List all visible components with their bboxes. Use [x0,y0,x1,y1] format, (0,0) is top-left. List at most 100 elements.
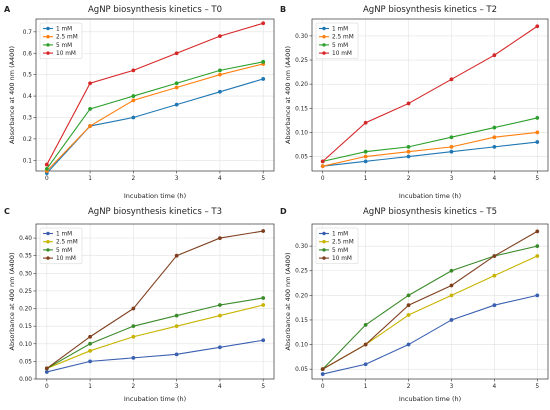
x-axis-label: Incubation time (h) [399,395,461,403]
data-point [88,81,92,86]
data-point [406,101,411,106]
data-point [261,229,266,233]
y-tick-label: 0.00 [19,377,32,383]
x-tick-label: 1 [88,176,92,182]
x-axis-label: Incubation time (h) [124,192,186,200]
data-point [261,77,266,81]
legend-label: 1 mM [56,27,72,33]
chart-panel-a: A AgNP biosynthesis kinetics – T0 0.1 0.2 0.… [4,5,275,200]
data-point [406,342,411,347]
x-tick-label: 3 [450,384,454,390]
data-point [535,244,540,249]
data-point [492,254,497,258]
legend-label: 10 mM [56,51,76,57]
legend-label: 10 mM [332,51,352,57]
series-line [322,131,538,167]
data-point [88,334,92,339]
data-point [88,341,92,346]
chart-panel-c: C AgNP biosynthesis kinetics – T3 0.00 0.05… [4,207,275,403]
series-1-mm [320,293,540,376]
legend-swatch-marker [46,26,50,31]
legend-label: 5 mM [332,43,348,49]
y-tick-label: 0.4 [23,94,33,100]
series-line [322,117,538,162]
legend-label: 2.5 mM [56,240,78,246]
legend-swatch-marker [46,256,50,260]
data-point [406,313,411,317]
data-point [218,72,222,77]
series-line [46,339,264,373]
x-tick-label: 0 [321,176,325,182]
series-line [322,141,538,167]
legend-swatch-marker [322,240,326,244]
data-point [492,135,497,140]
y-tick-label: 0.20 [295,293,308,299]
data-point [535,293,540,298]
chart-title: AgNP biosynthesis kinetics – T0 [88,5,222,15]
legend-label: 1 mM [332,232,348,238]
x-tick-label: 1 [364,384,368,390]
legend-label: 10 mM [56,256,76,262]
legend-label: 10 mM [332,256,352,262]
series-2-5-mm [44,303,266,371]
data-point [131,324,136,329]
data-point [492,303,497,308]
y-tick-label: 0.2 [23,137,33,143]
y-tick-label: 0.1 [23,158,33,164]
legend: 1 mM 2.5 mM 5 mM 10 mM [315,227,359,265]
series-line [46,22,264,165]
x-tick-label: 1 [88,384,92,390]
data-point [174,102,179,107]
legend-swatch-marker [322,231,326,236]
series-line [46,78,264,174]
data-point [174,81,179,86]
y-tick-label: 0.6 [23,51,33,57]
legend-swatch-marker [46,240,50,244]
y-tick-label: 0.20 [19,307,32,313]
x-axis-label: Incubation time (h) [124,395,186,403]
data-point [492,125,497,130]
y-tick-label: 0.30 [19,271,32,277]
series-line [322,294,538,375]
x-axis-label: Incubation time (h) [399,192,461,200]
y-tick-label: 0.10 [295,130,308,136]
data-point [363,154,368,159]
data-point [363,120,368,125]
x-tick-label: 0 [45,176,49,182]
data-point [88,359,92,364]
panel-letter: C [4,207,10,216]
data-point [449,149,454,154]
series-line [46,61,264,170]
data-point [174,352,179,357]
data-point [449,318,454,322]
legend: 1 mM 2.5 mM 5 mM 10 mM [39,227,83,265]
legend-swatch-marker [322,256,326,260]
x-tick-label: 5 [261,384,265,390]
series-line [46,304,264,369]
series-line [322,230,538,370]
data-point [406,154,411,159]
chart-title: AgNP biosynthesis kinetics – T3 [88,207,222,217]
y-tick-label: 0.3 [23,115,33,121]
x-tick-label: 4 [218,176,222,182]
chart-panel-b: B AgNP biosynthesis kinetics – T2 0.05 0.10… [280,5,549,200]
y-tick-label: 0.30 [295,34,308,40]
data-point [174,324,179,329]
legend-label: 2.5 mM [332,35,354,41]
plot-frame [311,223,549,380]
x-tick-label: 2 [407,176,411,182]
chart-title: AgNP biosynthesis kinetics – T5 [363,207,497,217]
legend: 1 mM 2.5 mM 5 mM 10 mM [39,22,83,60]
series-2-5-mm [320,254,540,372]
legend-swatch-marker [46,35,50,39]
legend-swatch-marker [322,26,326,31]
panel-letter: A [4,5,11,14]
data-point [131,355,136,360]
series-line [46,297,264,369]
x-tick-label: 5 [535,176,539,182]
data-point [320,367,325,372]
y-tick-label: 0.10 [19,342,32,348]
x-tick-label: 3 [175,384,179,390]
legend-swatch-marker [322,35,326,39]
